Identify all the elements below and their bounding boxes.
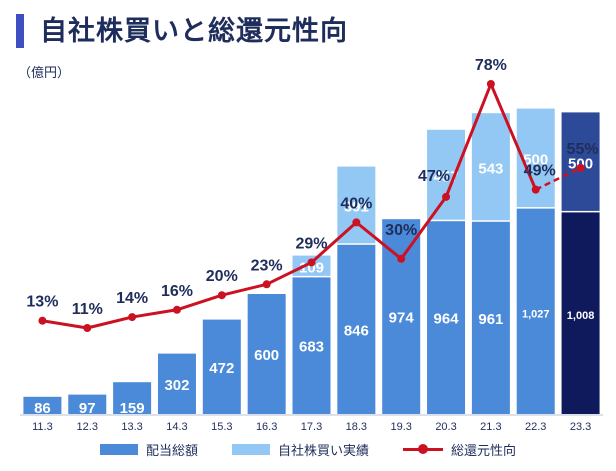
legend-swatch-dividend (99, 443, 138, 455)
ratio-point (217, 291, 226, 300)
bar-label-buyback: 109 (299, 260, 324, 277)
ratio-point (38, 316, 47, 325)
legend-label-dividend: 配当総額 (145, 442, 198, 458)
x-tick-label: 14.3 (166, 421, 187, 433)
bar-dividend (157, 353, 196, 414)
x-tick-label: 19.3 (390, 421, 411, 433)
bar-label-dividend: 472 (209, 360, 234, 377)
ratio-point (576, 163, 585, 172)
bar-label-dividend: 302 (164, 377, 189, 394)
bar-label-dividend: 964 (434, 311, 460, 328)
bar-dividend (337, 244, 376, 414)
legend-item-ratio: 総還元性向 (403, 440, 516, 459)
ratio-point (262, 280, 271, 289)
x-tick-label: 21.3 (480, 421, 501, 433)
bar-dividend (427, 221, 466, 414)
legend: 配当総額 自社株買い実績 総還元性向 (0, 438, 616, 460)
x-tick-label: 22.3 (525, 421, 546, 433)
chart-title: 自社株買いと総還元性向 (40, 16, 348, 46)
ratio-point (352, 218, 361, 227)
ratio-label: 20% (206, 268, 238, 285)
x-tick-label: 18.3 (346, 421, 367, 433)
ratio-label: 49% (524, 163, 556, 180)
ratio-label: 14% (116, 290, 148, 307)
x-tick-label: 23.3 (570, 421, 591, 433)
ratio-point (83, 324, 92, 332)
bar-label-dividend: 683 (299, 339, 324, 356)
ratio-label: 30% (385, 222, 417, 239)
legend-item-buyback: 自社株買い実績 (231, 440, 369, 459)
bar-buyback (471, 113, 510, 221)
legend-label-buyback: 自社株買い実績 (277, 442, 369, 458)
ratio-line-forecast (535, 166, 582, 191)
bar-dividend (23, 396, 62, 414)
bar-label-buyback: 500 (523, 152, 548, 169)
bar-buyback (561, 112, 600, 211)
x-tick-label: 20.3 (435, 421, 456, 433)
bar-label-buyback: 391 (344, 199, 369, 216)
x-tick-label: 17.3 (301, 421, 322, 433)
bar-dividend (382, 219, 421, 414)
bar-dividend (516, 208, 555, 414)
ratio-label: 47% (418, 168, 450, 185)
ratio-label: 23% (251, 257, 283, 274)
ratio-point (307, 258, 316, 267)
ratio-label: 13% (26, 294, 58, 311)
bar-dividend (471, 221, 510, 414)
ratio-label: 11% (72, 301, 103, 318)
ratio-point (128, 313, 137, 322)
ratio-point (531, 185, 540, 194)
ratio-label: 55% (567, 141, 599, 158)
bar-buyback (337, 166, 376, 244)
bar-label-dividend: 97 (79, 400, 96, 417)
legend-item-dividend: 配当総額 (99, 440, 198, 459)
ratio-point (172, 305, 181, 314)
ratio-label: 40% (340, 195, 372, 212)
bar-dividend (68, 394, 107, 414)
bar-label-dividend: 1,027 (522, 308, 550, 320)
bar-label-dividend: 1,008 (567, 310, 595, 322)
bar-label-dividend: 159 (120, 400, 145, 417)
bar-label-dividend: 961 (478, 311, 503, 328)
bar-dividend (202, 319, 241, 414)
x-tick-label: 13.3 (121, 421, 142, 433)
bar-dividend (561, 212, 600, 414)
bar-label-dividend: 86 (34, 400, 51, 417)
unit-label: （億円） (18, 65, 71, 80)
x-tick-label: 12.3 (77, 421, 98, 433)
legend-swatch-ratio (403, 443, 443, 455)
x-tick-label: 11.3 (32, 421, 53, 433)
ratio-label: 29% (295, 235, 327, 252)
legend-swatch-buyback (231, 443, 270, 455)
bar-buyback (427, 129, 466, 220)
ratio-line (42, 82, 538, 330)
bar-label-dividend: 600 (254, 347, 279, 364)
ratio-point (486, 80, 495, 88)
ratio-point (397, 254, 406, 263)
bar-label-dividend: 846 (344, 322, 369, 339)
bar-label-dividend: 974 (389, 310, 415, 327)
title-accent-bar (16, 14, 24, 48)
x-tick-label: 16.3 (256, 421, 277, 433)
ratio-label: 78% (475, 57, 507, 74)
legend-label-ratio: 総還元性向 (451, 442, 517, 458)
bar-label-buyback: 543 (478, 161, 503, 178)
bar-dividend (247, 294, 286, 414)
ratio-label: 16% (161, 283, 193, 300)
bar-dividend (113, 382, 152, 414)
bar-dividend (292, 277, 331, 414)
ratio-point (442, 192, 451, 201)
x-tick-label: 15.3 (211, 421, 232, 433)
